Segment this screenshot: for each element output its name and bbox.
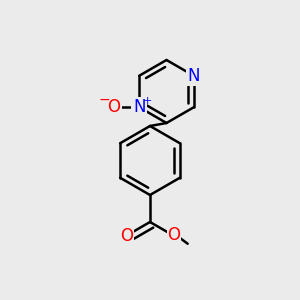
Text: −: −: [99, 93, 110, 107]
Text: O: O: [167, 226, 181, 244]
Text: +: +: [143, 96, 152, 106]
Text: N: N: [188, 67, 200, 85]
Text: N: N: [133, 98, 146, 116]
Text: O: O: [107, 98, 120, 116]
Text: O: O: [120, 227, 134, 245]
